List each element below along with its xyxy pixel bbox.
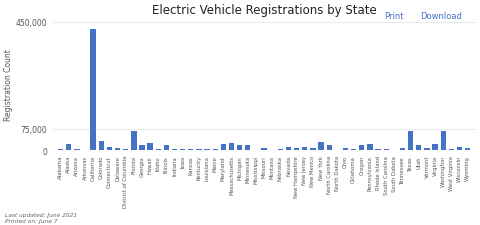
- Bar: [351, 149, 356, 150]
- Text: Download: Download: [420, 12, 462, 21]
- Bar: [245, 146, 251, 150]
- Bar: [98, 142, 104, 150]
- Bar: [416, 146, 421, 150]
- Bar: [326, 146, 332, 150]
- Text: Last updated: June 2021
Printed on: June 7: Last updated: June 2021 Printed on: June…: [5, 212, 77, 223]
- Bar: [107, 147, 112, 150]
- Title: Electric Vehicle Registrations by State: Electric Vehicle Registrations by State: [152, 4, 376, 17]
- Bar: [343, 148, 348, 150]
- Bar: [302, 147, 308, 150]
- Bar: [172, 149, 177, 150]
- Bar: [221, 144, 226, 150]
- Bar: [139, 145, 144, 150]
- Bar: [408, 132, 413, 150]
- Bar: [319, 142, 324, 150]
- Bar: [294, 149, 300, 150]
- Y-axis label: Registration Count: Registration Count: [4, 49, 13, 121]
- Bar: [400, 149, 405, 150]
- Bar: [465, 149, 470, 150]
- Bar: [311, 149, 316, 150]
- Bar: [375, 149, 381, 150]
- Bar: [229, 143, 234, 150]
- Bar: [115, 148, 120, 150]
- Bar: [384, 149, 389, 150]
- Bar: [278, 149, 283, 150]
- Bar: [164, 145, 169, 150]
- Bar: [359, 146, 364, 150]
- Text: Print: Print: [384, 12, 404, 21]
- Bar: [457, 148, 462, 150]
- Bar: [74, 149, 80, 150]
- Bar: [237, 146, 242, 150]
- Bar: [131, 132, 136, 150]
- Bar: [367, 145, 372, 150]
- Bar: [262, 148, 267, 150]
- Bar: [147, 143, 153, 150]
- Bar: [424, 148, 430, 150]
- Bar: [91, 29, 96, 150]
- Bar: [156, 149, 161, 150]
- Bar: [441, 131, 446, 150]
- Bar: [286, 147, 291, 150]
- Bar: [432, 145, 438, 150]
- Bar: [66, 144, 72, 150]
